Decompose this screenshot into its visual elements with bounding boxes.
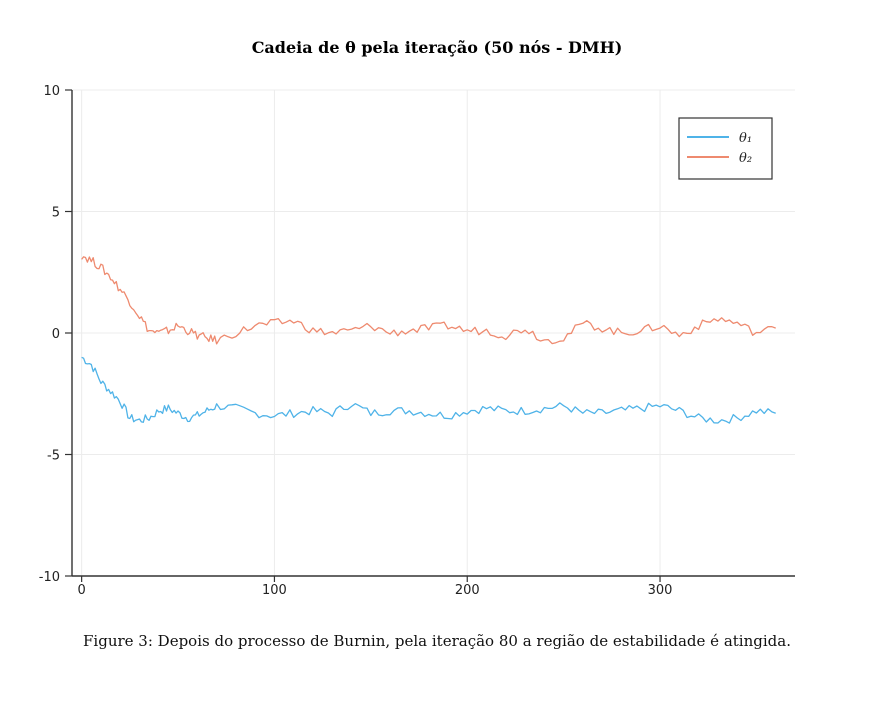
- legend-label-2: θ₂: [739, 151, 752, 166]
- x-tick-label: 200: [455, 583, 480, 598]
- legend: θ₁ θ₂: [678, 117, 773, 180]
- series-line-2: [81, 256, 776, 345]
- series-line-1: [81, 356, 776, 424]
- x-tick-label: 0: [77, 583, 85, 598]
- legend-box: [678, 117, 773, 180]
- axes: [65, 89, 795, 582]
- figure-caption: Figure 3: Depois do processo de Burnin, …: [83, 632, 791, 650]
- y-tick-label: 5: [52, 206, 60, 221]
- legend-label-1: θ₁: [739, 131, 752, 146]
- y-tick-label: -10: [39, 570, 60, 585]
- y-tick-label: -5: [47, 449, 60, 464]
- y-tick-label: 0: [52, 327, 60, 342]
- x-tick-label: 100: [262, 583, 287, 598]
- chart: 10 5 0 -5 -10 0 100 200 300 θ₁ θ₂: [39, 84, 795, 598]
- tick-labels: 10 5 0 -5 -10 0 100 200 300: [39, 84, 673, 598]
- y-tick-label: 10: [43, 84, 60, 99]
- series-lines: [81, 256, 776, 424]
- x-tick-label: 300: [648, 583, 673, 598]
- chart-title: Cadeia de θ pela iteração (50 nós - DMH): [251, 38, 623, 57]
